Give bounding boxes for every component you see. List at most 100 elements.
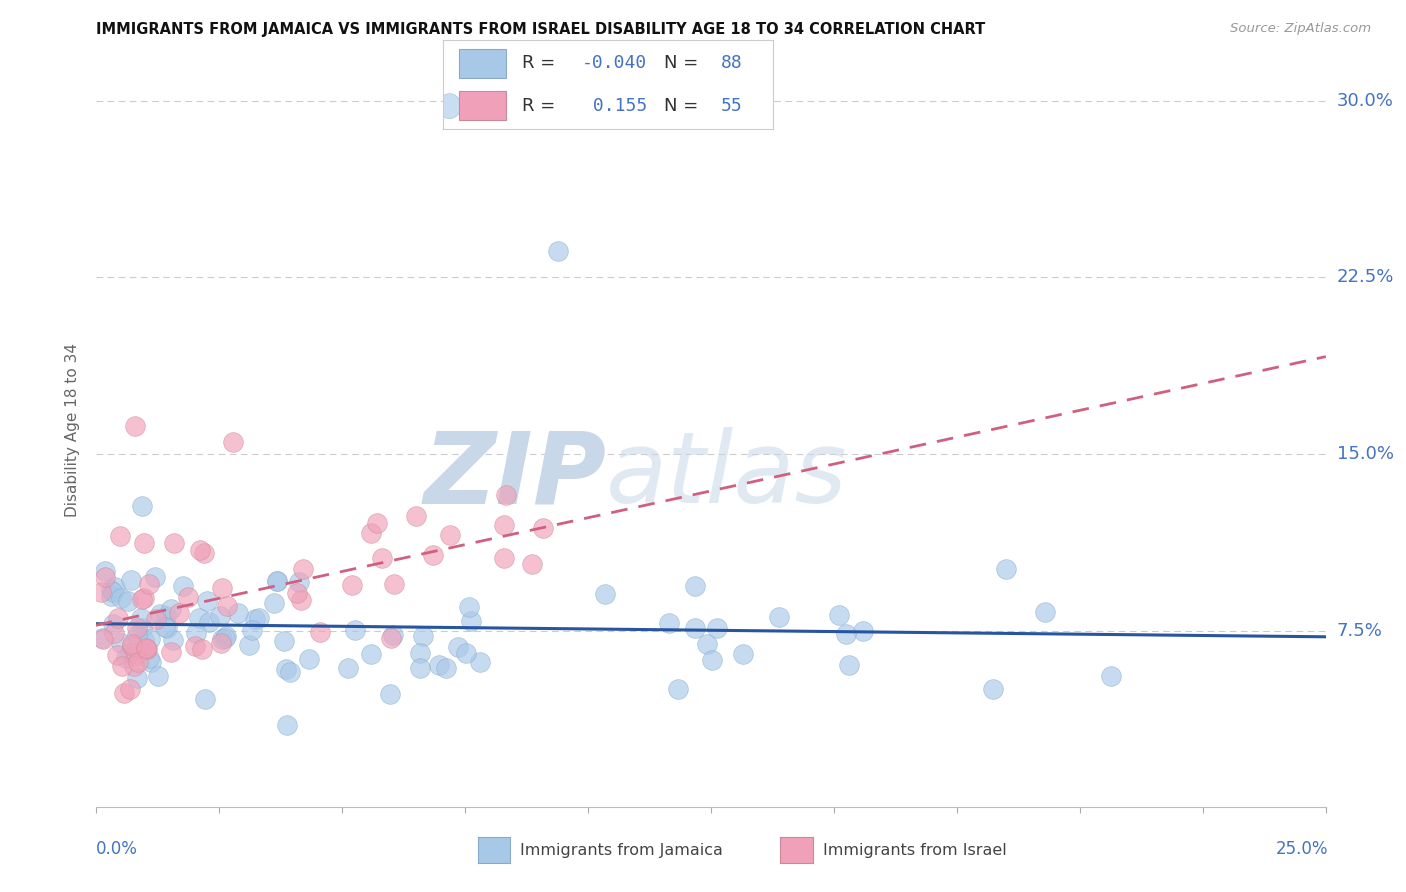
Point — [266, 574, 288, 588]
Point — [111, 659, 134, 673]
Text: 0.0%: 0.0% — [96, 840, 138, 858]
Point — [125, 628, 148, 642]
Point — [470, 655, 492, 669]
Text: 15.0%: 15.0% — [1337, 445, 1393, 463]
Point — [214, 631, 236, 645]
Point — [593, 587, 616, 601]
Point — [155, 608, 177, 623]
Point — [139, 656, 162, 670]
Point — [167, 607, 190, 621]
Point — [129, 610, 152, 624]
Point — [249, 610, 271, 624]
Point — [138, 651, 160, 665]
Point — [344, 623, 367, 637]
Point — [700, 653, 723, 667]
Point — [145, 612, 167, 626]
Point — [121, 637, 143, 651]
Point — [143, 570, 166, 584]
Point — [153, 620, 176, 634]
Text: R =: R = — [522, 54, 555, 72]
Point — [188, 542, 211, 557]
Point — [263, 596, 285, 610]
Point — [110, 591, 132, 606]
Point — [494, 551, 516, 566]
Point — [245, 611, 267, 625]
Point — [838, 658, 860, 673]
Text: atlas: atlas — [606, 427, 848, 524]
Point — [91, 632, 114, 647]
Point — [105, 648, 128, 662]
Text: Immigrants from Jamaica: Immigrants from Jamaica — [520, 843, 723, 857]
Point — [197, 615, 219, 629]
Point — [360, 526, 382, 541]
Text: -0.040: -0.040 — [582, 54, 647, 72]
Text: IMMIGRANTS FROM JAMAICA VS IMMIGRANTS FROM ISRAEL DISABILITY AGE 18 TO 34 CORREL: IMMIGRANTS FROM JAMAICA VS IMMIGRANTS FR… — [96, 22, 984, 37]
Point — [184, 639, 207, 653]
Point — [371, 551, 394, 566]
Text: 25.0%: 25.0% — [1277, 840, 1329, 858]
Point — [291, 562, 314, 576]
Point — [733, 647, 755, 661]
Point — [134, 633, 156, 648]
Point — [1099, 669, 1122, 683]
Point — [193, 546, 215, 560]
Point — [135, 642, 157, 657]
Point — [456, 646, 478, 660]
Point — [495, 488, 517, 502]
Point — [211, 581, 233, 595]
Point — [156, 622, 179, 636]
Point — [211, 632, 233, 647]
Point — [184, 626, 207, 640]
Point — [100, 589, 122, 603]
Point — [103, 625, 125, 640]
Point — [278, 665, 301, 679]
Point — [215, 599, 238, 614]
Point — [298, 652, 321, 666]
Point — [209, 635, 232, 649]
Point — [124, 418, 146, 433]
Point — [124, 649, 146, 664]
Point — [439, 528, 461, 542]
Point — [134, 591, 156, 605]
Point — [159, 601, 181, 615]
Point — [93, 569, 115, 583]
Point — [981, 682, 1004, 697]
Point — [146, 669, 169, 683]
Point — [290, 593, 312, 607]
Point — [336, 661, 359, 675]
Point — [522, 557, 544, 571]
Point — [366, 516, 388, 531]
Bar — [460, 91, 506, 120]
Point — [91, 631, 114, 645]
Text: N =: N = — [664, 54, 699, 72]
Point — [112, 686, 135, 700]
Point — [90, 584, 112, 599]
Point — [288, 575, 311, 590]
Point — [696, 637, 718, 651]
Point — [427, 658, 450, 673]
Point — [547, 244, 569, 259]
Point — [380, 631, 402, 645]
Point — [125, 671, 148, 685]
Point — [121, 639, 143, 653]
Point — [434, 661, 457, 675]
Point — [995, 562, 1018, 576]
Point — [195, 593, 218, 607]
Point — [107, 611, 129, 625]
Point — [533, 520, 555, 534]
Text: Immigrants from Israel: Immigrants from Israel — [823, 843, 1007, 857]
Point — [110, 636, 132, 650]
Point — [110, 529, 132, 543]
Point — [240, 623, 263, 637]
Text: 30.0%: 30.0% — [1337, 92, 1393, 110]
Point — [104, 581, 127, 595]
Point — [768, 610, 790, 624]
Point — [340, 578, 363, 592]
Text: R =: R = — [522, 97, 555, 115]
Point — [422, 548, 444, 562]
Point — [191, 642, 214, 657]
Point — [382, 577, 405, 591]
Point — [409, 661, 432, 675]
Text: 7.5%: 7.5% — [1337, 622, 1384, 640]
Point — [131, 499, 153, 513]
